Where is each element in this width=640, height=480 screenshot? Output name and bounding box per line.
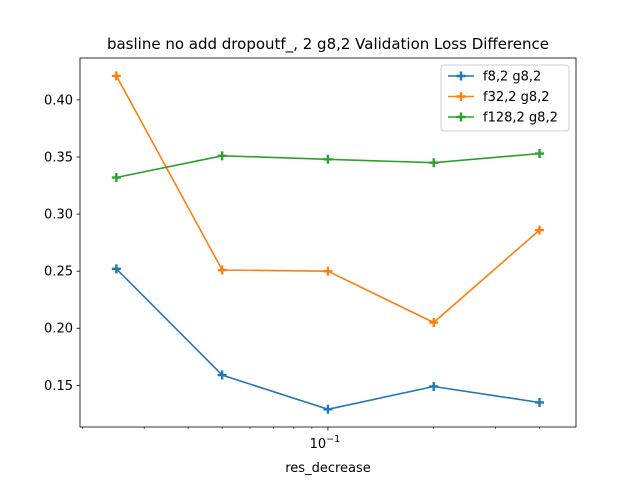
legend-marker-2 — [456, 92, 466, 101]
y-tick-label-3: 0.25 — [44, 265, 73, 280]
data-point-1-5 — [535, 397, 545, 407]
data-point-2-2 — [217, 265, 227, 275]
y-tick-label-1: 0.15 — [44, 379, 73, 394]
legend-marker-1 — [456, 71, 466, 81]
legend: f8,2 g8,2 f32,2 g8,2 f128,2 g8,2 — [440, 64, 570, 132]
x-axis-label: res_decrease — [285, 461, 371, 476]
data-point-1-2 — [217, 370, 227, 380]
data-point-3-5 — [535, 149, 545, 159]
data-point-3-2 — [217, 151, 227, 161]
y-tick-label-4: 0.30 — [44, 208, 73, 223]
data-point-3-3 — [323, 154, 333, 164]
chart-title: basline no add dropoutf_, 2 g8,2 Validat… — [107, 35, 549, 54]
data-point-2-4 — [429, 318, 439, 328]
series-layer — [111, 71, 545, 414]
x-tick-label-1: 10−1 — [310, 434, 341, 452]
data-point-1-3 — [323, 404, 333, 414]
y-tick-label-2: 0.20 — [44, 322, 73, 337]
y-tick-label-6: 0.40 — [44, 93, 73, 108]
data-point-2-3 — [323, 266, 333, 276]
data-point-1-1 — [111, 264, 121, 274]
legend-label-2: f32,2 g8,2 — [483, 90, 550, 105]
legend-label-3: f128,2 g8,2 — [483, 111, 558, 126]
legend-label-1: f8,2 g8,2 — [483, 70, 541, 85]
legend-box — [440, 64, 570, 132]
y-tick-label-5: 0.35 — [44, 150, 73, 165]
data-point-3-4 — [429, 158, 439, 168]
data-point-3-1 — [111, 173, 121, 183]
data-point-2-5 — [535, 225, 545, 235]
axes-layer: 0.15 0.20 0.25 0.30 0.35 0.40 10−1 — [44, 57, 577, 452]
legend-marker-3 — [456, 112, 466, 122]
data-point-1-4 — [429, 381, 439, 391]
data-point-2-1 — [111, 71, 121, 81]
